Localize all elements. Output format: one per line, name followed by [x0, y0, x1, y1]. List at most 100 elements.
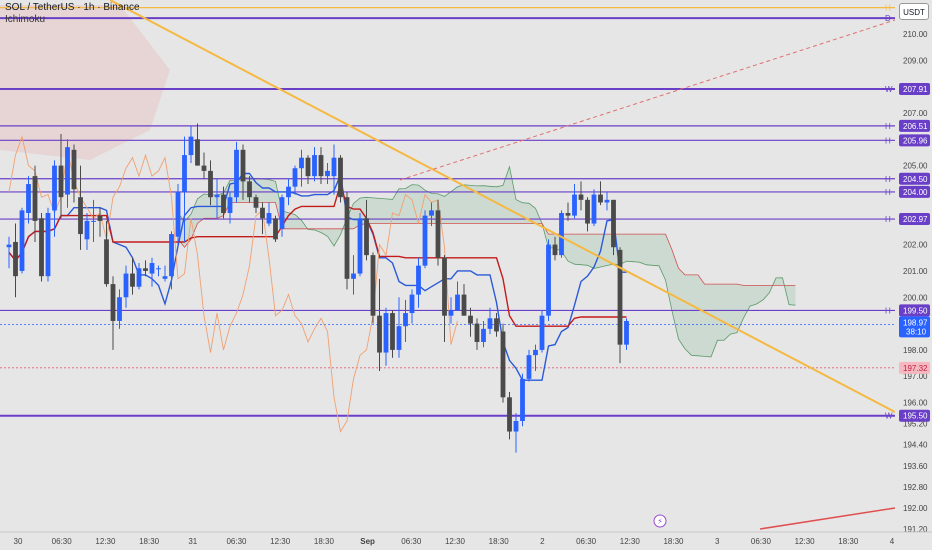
- level-price-tag-text: 204.50: [903, 175, 928, 184]
- candle-body: [91, 220, 96, 222]
- candle-body: [572, 194, 577, 216]
- price-tick-label: 195.20: [903, 420, 928, 429]
- level-price-tag-text: 204.00: [903, 188, 928, 197]
- candle-body: [474, 323, 480, 343]
- price-axis: 210.00 209.00 207.00 205.00 202.00 201.00 200.…: [895, 0, 932, 550]
- candle-body: [312, 155, 317, 177]
- candle-body: [513, 421, 519, 432]
- candle-body: [461, 294, 467, 316]
- candle-body: [58, 165, 64, 198]
- time-tick-label: 06:30: [52, 537, 73, 546]
- indicator-label[interactable]: Ichimoku: [5, 14, 46, 25]
- candle-body: [208, 170, 213, 198]
- candle-body: [234, 149, 239, 198]
- time-tick-label: 18:30: [314, 537, 335, 546]
- candle-body: [520, 378, 525, 421]
- candle-body: [71, 149, 77, 190]
- level-tag: H: [885, 122, 891, 131]
- candle-body: [201, 165, 207, 171]
- cloud-fill: [178, 166, 796, 357]
- candle-body: [396, 326, 402, 350]
- candle-body: [240, 149, 246, 182]
- symbol-title[interactable]: SOL / TetherUS · 1h · Binance: [5, 2, 140, 13]
- candle-body: [169, 234, 174, 277]
- currency-button[interactable]: USDT: [899, 3, 929, 20]
- candle-body: [286, 186, 291, 198]
- level-tag: H: [885, 175, 891, 184]
- candle-body: [591, 194, 597, 224]
- candle-body: [162, 276, 168, 279]
- time-tick-label: 06:30: [576, 537, 597, 546]
- candle-body: [578, 194, 584, 200]
- time-tick-label: 12:30: [95, 537, 116, 546]
- candle-body: [390, 313, 395, 350]
- candle-body: [253, 197, 259, 208]
- candle-body: [45, 213, 51, 277]
- price-tags: 207.91 206.51 205.96 204.50 204.00 202.97 199.…: [899, 82, 930, 422]
- time-tick-label: 12:30: [270, 537, 291, 546]
- candle-body: [26, 184, 31, 213]
- price-tick-label: 192.00: [903, 504, 928, 513]
- trendlines: [109, 0, 896, 530]
- candle-body: [409, 294, 415, 314]
- candle-body: [331, 157, 337, 177]
- candle-body: [182, 155, 187, 192]
- candle-body: [611, 199, 616, 248]
- candle-body: [52, 165, 57, 211]
- candle-body: [377, 315, 382, 353]
- level-tag: H: [885, 4, 891, 13]
- time-tick-label: 12:30: [620, 537, 641, 546]
- price-tick-label: 201.00: [903, 267, 928, 276]
- candle-body: [338, 157, 343, 198]
- price-tick-label: 197.00: [903, 372, 928, 381]
- candle-body: [143, 268, 148, 271]
- level-tag: H: [885, 188, 891, 197]
- level-tag: D: [885, 14, 891, 23]
- time-axis: 30 06:30 12:30 18:30 31 06:30 12:30 18:30 Sep 06:…: [0, 514, 932, 546]
- level-price-tag: [899, 304, 930, 317]
- candle-body: [136, 268, 142, 287]
- candle-body: [221, 194, 226, 213]
- descending-trendline: [109, 0, 896, 413]
- level-price-tag: [899, 134, 930, 147]
- time-tick-label: 30: [14, 537, 23, 546]
- level-price-tag-text: 202.97: [903, 215, 928, 224]
- dashed-trendline: [399, 19, 896, 181]
- time-tick-label: Sep: [360, 537, 375, 546]
- price-tick-label: 209.00: [903, 56, 928, 65]
- candle-body: [598, 194, 603, 203]
- price-tick-label: 191.20: [903, 525, 928, 534]
- candle-body: [325, 170, 330, 177]
- time-tick-label: 06:30: [401, 537, 422, 546]
- candle-body: [344, 197, 350, 279]
- candle-body: [416, 265, 421, 295]
- price-tick-label: 196.00: [903, 399, 928, 408]
- time-tick-label: 18:30: [489, 537, 510, 546]
- base-line: [8, 181, 627, 327]
- candle-body: [604, 199, 610, 203]
- candle-body: [195, 139, 200, 166]
- candle-body: [39, 218, 44, 277]
- candle-body: [260, 207, 265, 219]
- price-tick-label: 194.40: [903, 441, 928, 450]
- level-tag: W: [885, 85, 893, 94]
- level-price-tag-text: 199.50: [903, 306, 928, 315]
- level-price-tag-text: 206.51: [903, 122, 928, 131]
- level-tag: H: [885, 215, 891, 224]
- time-tick-label: 12:30: [795, 537, 816, 546]
- candle-body: [364, 218, 369, 256]
- candle-body: [227, 197, 233, 213]
- candle-body: [552, 244, 558, 256]
- candle-body: [318, 155, 324, 177]
- price-tick-label: 202.00: [903, 241, 928, 250]
- candle-body: [617, 249, 623, 345]
- candle-body: [110, 284, 116, 321]
- candle-body: [104, 239, 109, 285]
- price-tick-label: 192.80: [903, 483, 928, 492]
- candle-body: [500, 331, 506, 398]
- candle-body: [565, 213, 571, 216]
- candle-body: [455, 294, 460, 311]
- candle-body: [84, 220, 90, 240]
- candle-body: [266, 213, 272, 224]
